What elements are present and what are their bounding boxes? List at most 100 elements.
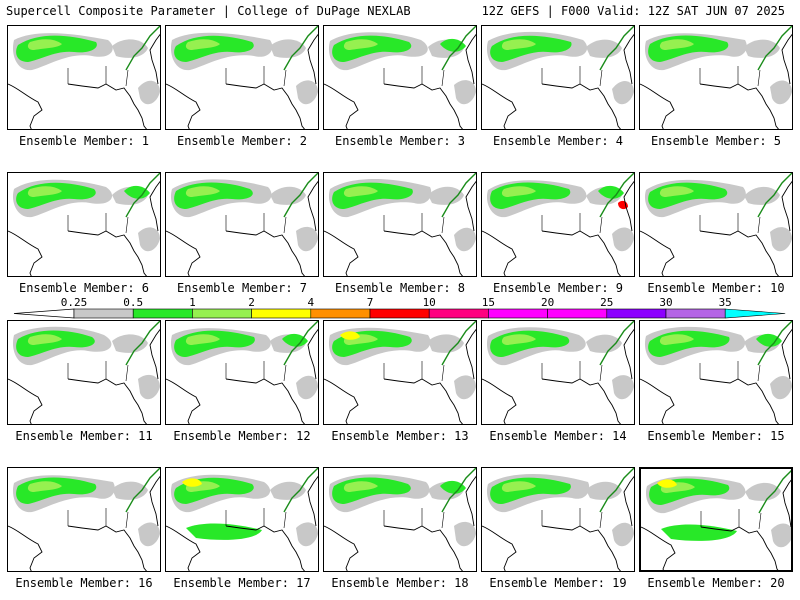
member-map-panel[interactable] [481,467,635,572]
member-map-panel[interactable] [165,320,319,425]
state-border [383,213,445,234]
ensemble-member-label: Ensemble Member: 17 [173,576,311,590]
member-map-panel[interactable] [323,320,477,425]
member-map [640,26,792,129]
appalachian-border [283,26,318,71]
state-border [225,66,287,87]
member-map-panel[interactable] [323,467,477,572]
scp-contour-fill [454,80,476,105]
appalachian-border [758,470,791,514]
member-map-panel[interactable] [165,172,319,277]
member-map [166,321,318,424]
member-map-panel[interactable] [639,25,793,130]
appalachian-border [757,173,792,218]
scp-contour-fill [501,481,536,492]
appalachian-border [283,468,318,513]
colorbar-tick-label: 35 [719,296,732,309]
scp-contour-fill [501,334,536,345]
scp-contour-fill [659,186,694,197]
state-border [67,508,129,529]
ensemble-member-label: Ensemble Member: 16 [15,576,153,590]
member-map [640,321,792,424]
appalachian-border [599,26,634,71]
scp-contour-fill [185,39,220,50]
colorbar-segment [665,308,726,319]
coastline [166,180,318,276]
scp-contour-fill [659,334,694,345]
member-map [8,26,160,129]
scp-contour-fill [612,522,634,547]
member-map-panel[interactable] [165,467,319,572]
member-map-panel[interactable] [481,172,635,277]
scp-contour-fill [586,39,622,58]
colorbar-segment [310,308,371,319]
member-map-panel[interactable] [7,320,161,425]
colorbar-tick-label: 0.5 [123,296,143,309]
colorbar-segment [251,308,312,319]
member-map-panel[interactable] [7,467,161,572]
member-map [482,468,634,571]
appalachian-border [441,26,476,71]
appalachian-border [283,321,318,366]
appalachian-border [125,173,160,218]
scp-contour-fill [186,523,262,540]
member-map [482,26,634,129]
colorbar-segment [547,308,608,319]
ensemble-member-label: Ensemble Member: 2 [176,134,308,148]
scp-contour-fill [112,39,148,58]
map-title: Supercell Composite Parameter | College … [6,4,411,18]
scp-contour-fill [270,481,306,500]
member-map [166,468,318,571]
member-map [8,173,160,276]
member-map-panel[interactable] [323,25,477,130]
scp-contour-fill [586,481,622,500]
state-border [67,66,129,87]
ensemble-member-label: Ensemble Member: 6 [18,281,150,295]
appalachian-border [125,468,160,513]
coastline [166,328,318,424]
scp-contour-fill [270,39,306,58]
scp-contour-fill [296,226,318,252]
scp-contour-fill [428,186,464,205]
appalachian-border [441,468,476,513]
state-border [541,213,603,234]
scp-contour-fill [657,479,677,488]
ensemble-member-label: Ensemble Member: 11 [15,429,153,443]
scp-contour-fill [440,38,466,52]
member-map-panel[interactable] [323,172,477,277]
scp-contour-fill [112,334,148,353]
state-border [700,509,762,530]
colorbar-tick-label: 0.25 [61,296,88,309]
coastline [640,33,792,129]
member-map-panel[interactable] [639,320,793,425]
member-map-panel[interactable] [165,25,319,130]
scp-contour-fill [744,186,780,205]
member-map-panel[interactable] [481,320,635,425]
scp-contour-fill [586,334,622,353]
scp-contour-fill [343,481,378,492]
member-map [8,321,160,424]
appalachian-border [125,26,160,71]
member-map-panel[interactable] [7,25,161,130]
colorbar-tick-label: 15 [482,296,495,309]
scp-contour-fill [454,227,476,252]
scp-contour-fill [744,39,780,58]
member-map-panel[interactable] [7,172,161,277]
appalachian-border [283,173,318,218]
state-border [699,361,761,382]
ensemble-member-label: Ensemble Member: 15 [647,429,785,443]
scp-contour-fill [440,480,466,494]
scp-contour-fill [745,482,781,501]
coastline [641,479,791,570]
ensemble-member-label: Ensemble Member: 19 [489,576,627,590]
member-map-panel[interactable] [481,25,635,130]
scp-contour-fill [770,80,792,105]
state-border [699,213,761,234]
scp-contour-fill [138,374,160,400]
scp-contour-fill [771,523,791,548]
member-map-panel[interactable] [639,172,793,277]
coastline [482,180,634,276]
coastline [8,475,160,571]
appalachian-border [441,321,476,366]
member-map-panel[interactable] [639,467,793,572]
